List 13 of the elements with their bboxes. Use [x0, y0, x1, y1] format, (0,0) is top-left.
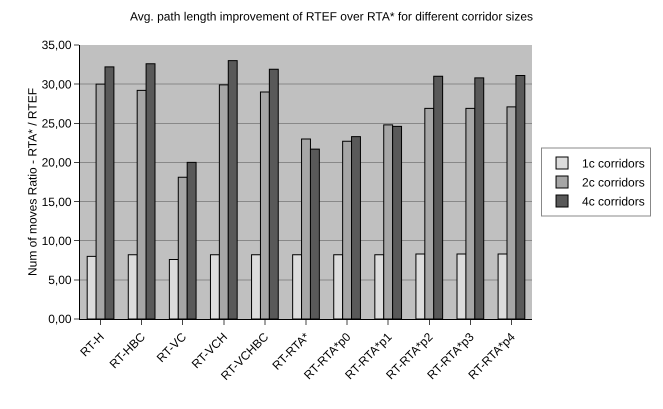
y-tick-label: 0,00: [48, 312, 72, 326]
y-tick-label: 30,00: [42, 77, 72, 92]
y-tick-label: 25,00: [42, 116, 72, 130]
y-tick-label: 35,00: [42, 38, 72, 52]
y-tick-label: 20,00: [42, 156, 72, 170]
y-tick-label: 15,00: [42, 194, 72, 209]
legend-label: 4c corridors: [582, 194, 645, 209]
legend-label: 2c corridors: [582, 176, 645, 190]
legend-label: 1c corridors: [582, 156, 645, 171]
y-tick-label: 5,00: [48, 273, 72, 288]
chart-title: Avg. path length improvement of RTEF over RTA* for different corridor sizes: [130, 10, 534, 24]
y-tick-label: 10,00: [42, 234, 72, 248]
y-axis-title: Num of moves Ratio - RTA* / RTEF: [26, 88, 40, 276]
